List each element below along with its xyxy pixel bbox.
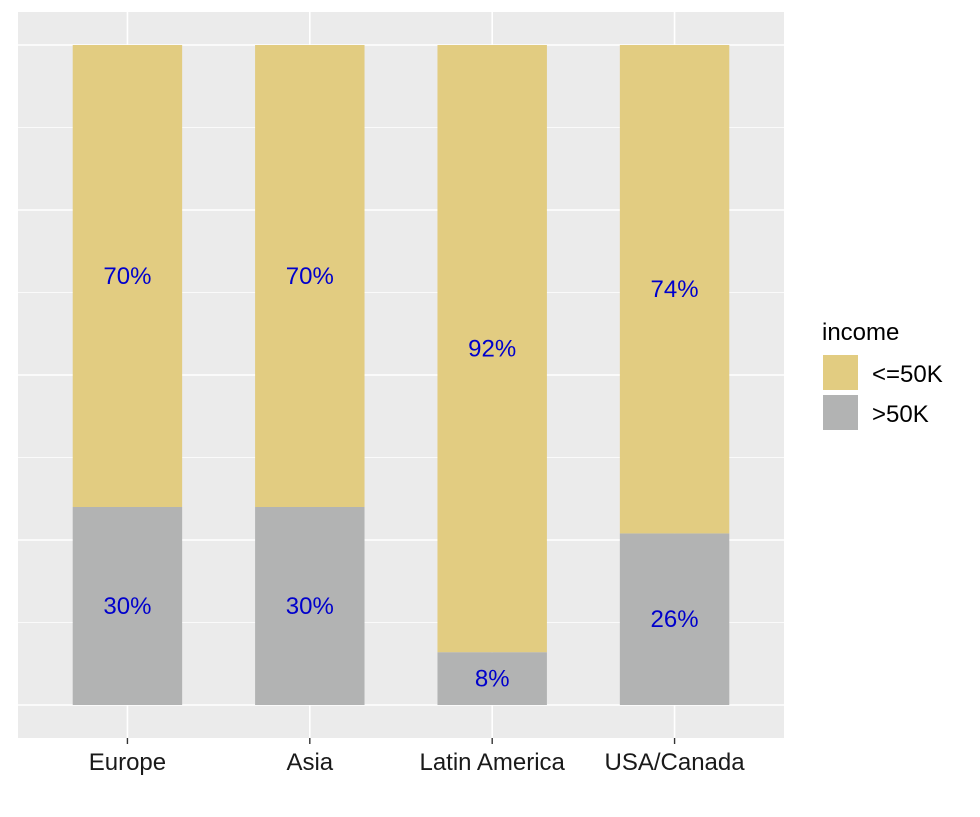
data-label: 8% — [475, 666, 510, 693]
bars — [72, 45, 730, 705]
legend: income <=50K >50K — [822, 319, 943, 430]
bar-segment — [437, 652, 547, 705]
data-label: 26% — [651, 606, 699, 633]
bar-segment — [255, 45, 365, 507]
x-axis: Europe Asia Latin America USA/Canada — [89, 738, 746, 776]
data-label: 70% — [286, 263, 334, 290]
bar-segment — [437, 45, 547, 653]
legend-key — [823, 395, 858, 430]
x-tick-label: Europe — [89, 749, 166, 776]
bar-segment — [255, 507, 365, 705]
data-label: 30% — [286, 593, 334, 620]
legend-label: <=50K — [872, 361, 943, 388]
data-label: 30% — [103, 593, 151, 620]
data-label: 92% — [468, 336, 516, 363]
x-tick-label: Latin America — [419, 749, 565, 776]
x-tick-label: Asia — [286, 749, 333, 776]
data-label: 70% — [103, 263, 151, 290]
bar-segment — [72, 45, 183, 507]
legend-title: income — [822, 319, 899, 346]
bar-segment — [619, 45, 730, 534]
legend-label: >50K — [872, 401, 929, 428]
x-tick-label: USA/Canada — [605, 749, 746, 776]
bar-segment — [619, 533, 730, 705]
legend-items: <=50K >50K — [823, 355, 943, 430]
data-label: 74% — [651, 276, 699, 303]
bar-segment — [72, 507, 183, 705]
legend-key — [823, 355, 858, 390]
data-labels: 30% 70% 30% 70% 8% 92% 26% 74% — [103, 263, 698, 693]
